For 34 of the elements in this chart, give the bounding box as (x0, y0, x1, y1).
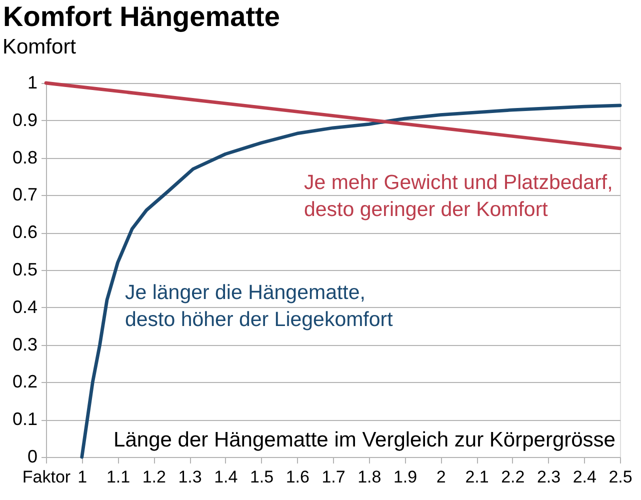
x-tick-label: 1.9 (393, 468, 418, 486)
series-label: Je länger die Hängematte, desto höher der Liegekomfort (125, 281, 394, 331)
x-tick-label: 1.6 (286, 468, 310, 486)
x-tick-label: 2.2 (501, 468, 525, 486)
y-tick-label: 0.2 (12, 372, 38, 392)
x-tick-label: 2.5 (608, 468, 632, 486)
y-axis-title: Komfort (2, 36, 76, 58)
x-tick-label: 1.8 (358, 468, 382, 486)
x-tick-label: 1.7 (322, 468, 346, 486)
x-tick-label: 2.3 (536, 468, 561, 486)
y-tick-label: 0 (27, 446, 38, 466)
x-tick-label: 1.3 (178, 468, 202, 486)
y-tick-label: 0.7 (12, 184, 38, 205)
line-series (80, 104, 622, 459)
series-label: Je mehr Gewicht und Platzbedarf, desto geringer der Komfort (304, 171, 613, 221)
y-tick-label: 0.4 (12, 296, 38, 317)
y-tick-label: 0.6 (12, 222, 38, 242)
x-tick-label: 2 (436, 468, 446, 486)
y-tick-label: 0.9 (12, 110, 38, 130)
y-tick-label: 0.3 (12, 334, 38, 354)
x-tick-label: 1.4 (214, 468, 238, 486)
x-tick-label: Faktor (22, 468, 71, 486)
chart-title: Komfort Hängematte (3, 1, 280, 32)
x-tick-label: 1 (78, 468, 88, 486)
x-tick-label: 2.4 (572, 468, 596, 486)
y-tick-label: 0.1 (12, 409, 38, 430)
y-tick-label: 0.5 (12, 260, 38, 280)
y-tick-label: 0.8 (12, 147, 38, 168)
x-axis-title: Länge der Hängematte im Vergleich zur Körpergrösse (114, 428, 616, 452)
x-tick-label: 1.1 (106, 468, 130, 486)
x-tick-label: 1.2 (142, 468, 166, 486)
x-tick-label: 2.1 (465, 468, 489, 486)
x-tick-label: 1.5 (250, 468, 274, 486)
y-tick-label: 1 (27, 72, 38, 92)
